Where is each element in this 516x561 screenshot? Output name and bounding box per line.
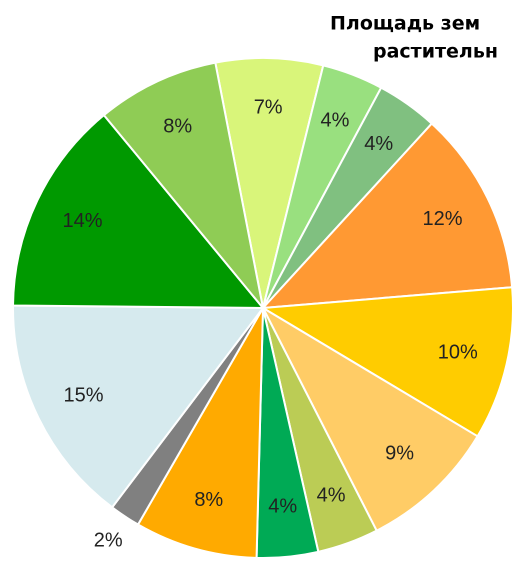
data-label: 12% <box>423 208 463 230</box>
data-label: 9% <box>385 442 414 464</box>
pie-slice <box>136 307 264 559</box>
data-label: 10% <box>438 341 478 363</box>
data-label: 4% <box>364 133 393 155</box>
pie-slice <box>260 122 514 310</box>
data-label: 7% <box>254 96 283 118</box>
data-label: 8% <box>194 489 223 511</box>
data-label: 4% <box>317 484 346 506</box>
data-label: 4% <box>268 495 297 517</box>
data-label: 15% <box>63 384 103 406</box>
data-label: 14% <box>63 210 103 232</box>
pie-slice <box>214 57 325 309</box>
pie-slice <box>259 286 514 438</box>
pie-slice <box>12 113 266 310</box>
pie-slice <box>102 61 264 309</box>
labels: 7% 4% 4% 12% 10% 9% 4% 4% 8% 2% 15% 14% 8% <box>63 96 479 551</box>
slices <box>12 57 514 559</box>
chart-subtitle: растительн <box>373 41 498 63</box>
data-label: 2% <box>94 530 123 552</box>
chart-title: Площадь зем <box>330 13 480 35</box>
pie-slice <box>260 305 479 533</box>
pie-slice <box>12 304 265 509</box>
data-label: 8% <box>163 115 192 137</box>
data-label: 4% <box>320 110 349 132</box>
